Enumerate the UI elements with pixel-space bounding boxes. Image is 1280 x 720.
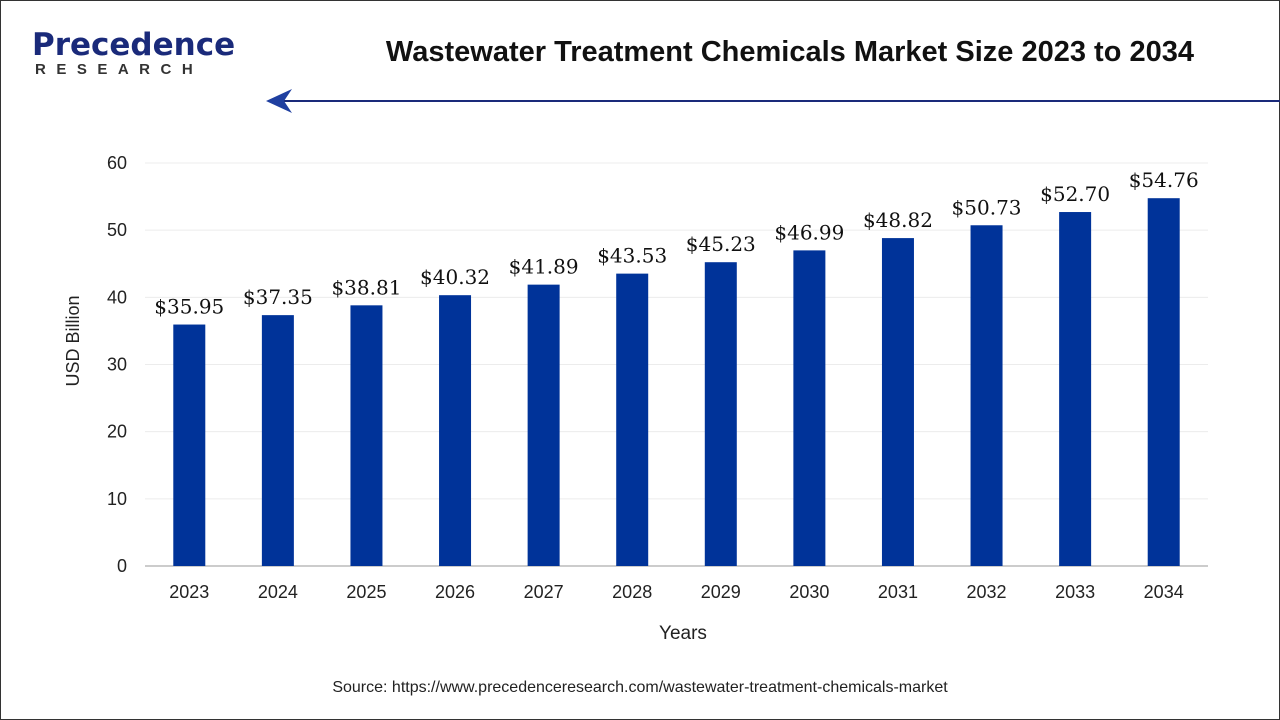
- data-label: $41.89: [509, 255, 579, 279]
- x-tick-label: 2031: [878, 582, 918, 602]
- logo-subtitle: RESEARCH: [35, 61, 204, 78]
- y-tick-label: 10: [107, 489, 127, 509]
- x-tick-label: 2025: [346, 582, 386, 602]
- precedence-research-logo: Precedence RESEARCH: [32, 28, 235, 78]
- arrow-left-icon: [266, 89, 292, 113]
- x-tick-label: 2030: [789, 582, 829, 602]
- x-tick-label: 2028: [612, 582, 652, 602]
- x-tick-label: 2029: [701, 582, 741, 602]
- data-label: $35.95: [154, 295, 224, 319]
- data-label: $50.73: [952, 195, 1022, 219]
- data-label: $48.82: [863, 208, 933, 232]
- x-tick-label: 2032: [967, 582, 1007, 602]
- x-tick-label: 2024: [258, 582, 298, 602]
- data-label: $43.53: [597, 244, 667, 268]
- bar-2028: [616, 273, 649, 566]
- y-axis-label: USD Billion: [63, 295, 83, 386]
- bar-2033: [1059, 212, 1092, 566]
- logo-wordmark: Precedence: [32, 27, 236, 63]
- data-label: $45.23: [686, 232, 756, 256]
- x-tick-label: 2023: [169, 582, 209, 602]
- x-tick-label: 2033: [1055, 582, 1095, 602]
- y-tick-label: 30: [107, 355, 127, 375]
- data-label: $54.76: [1129, 168, 1199, 192]
- bar-2031: [881, 238, 914, 566]
- source-note: Source: https://www.precedenceresearch.c…: [332, 679, 948, 696]
- bar-2025: [350, 305, 383, 566]
- bar-2029: [704, 262, 737, 566]
- bar-2024: [261, 315, 294, 566]
- y-tick-label: 60: [107, 153, 127, 173]
- chart-title: Wastewater Treatment Chemicals Market Si…: [385, 36, 1194, 68]
- bar-2023: [173, 324, 206, 566]
- bar-2034: [1147, 198, 1180, 567]
- x-axis-label: Years: [659, 623, 707, 644]
- y-tick-label: 50: [107, 220, 127, 240]
- data-label: $37.35: [243, 285, 313, 309]
- x-tick-label: 2026: [435, 582, 475, 602]
- x-tick-label: 2027: [524, 582, 564, 602]
- data-label: $38.81: [331, 275, 401, 299]
- data-label: $46.99: [774, 220, 844, 244]
- bar-2027: [527, 284, 560, 566]
- bar-2032: [970, 225, 1003, 567]
- x-tick-label: 2034: [1144, 582, 1184, 602]
- bar-2030: [793, 250, 826, 566]
- data-label: $40.32: [420, 265, 490, 289]
- bar-2026: [439, 295, 472, 566]
- data-label: $52.70: [1040, 182, 1110, 206]
- y-tick-label: 20: [107, 422, 127, 442]
- y-tick-label: 0: [117, 556, 127, 576]
- y-tick-label: 40: [107, 287, 127, 307]
